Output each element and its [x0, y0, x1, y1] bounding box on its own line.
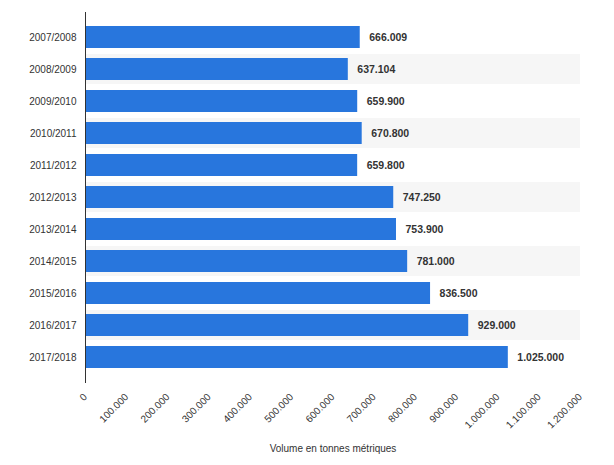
- svg-text:2017/2018: 2017/2018: [29, 352, 77, 363]
- svg-text:2012/2013: 2012/2013: [29, 192, 77, 203]
- svg-text:500.000: 500.000: [262, 391, 296, 425]
- svg-text:637.104: 637.104: [357, 63, 395, 75]
- svg-text:Volume en tonnes métriques: Volume en tonnes métriques: [270, 443, 397, 454]
- svg-text:900.000: 900.000: [427, 391, 461, 425]
- svg-text:700.000: 700.000: [345, 391, 379, 425]
- svg-text:800.000: 800.000: [386, 391, 420, 425]
- svg-text:2008/2009: 2008/2009: [29, 64, 77, 75]
- svg-text:836.500: 836.500: [440, 287, 478, 299]
- svg-text:0: 0: [77, 391, 89, 403]
- svg-text:2016/2017: 2016/2017: [29, 320, 77, 331]
- svg-text:1.200.000: 1.200.000: [545, 391, 585, 431]
- svg-text:2010/2011: 2010/2011: [30, 128, 77, 139]
- svg-text:1.100.000: 1.100.000: [504, 391, 544, 431]
- svg-text:2013/2014: 2013/2014: [29, 224, 77, 235]
- svg-text:666.009: 666.009: [369, 31, 407, 43]
- svg-text:100.000: 100.000: [97, 391, 131, 425]
- svg-text:300.000: 300.000: [180, 391, 214, 425]
- svg-text:2014/2015: 2014/2015: [29, 256, 77, 267]
- svg-text:200.000: 200.000: [138, 391, 172, 425]
- svg-text:2009/2010: 2009/2010: [29, 96, 77, 107]
- svg-text:747.250: 747.250: [403, 191, 441, 203]
- svg-text:659.800: 659.800: [367, 159, 405, 171]
- svg-text:400.000: 400.000: [221, 391, 255, 425]
- svg-text:2015/2016: 2015/2016: [29, 288, 77, 299]
- svg-text:1.025.000: 1.025.000: [517, 351, 564, 363]
- svg-text:670.800: 670.800: [371, 127, 409, 139]
- svg-text:753.900: 753.900: [405, 223, 443, 235]
- svg-text:2011/2012: 2011/2012: [30, 160, 77, 171]
- svg-text:929.000: 929.000: [478, 319, 516, 331]
- svg-text:1.000.000: 1.000.000: [462, 391, 502, 431]
- svg-text:659.900: 659.900: [367, 95, 405, 107]
- svg-text:600.000: 600.000: [303, 391, 337, 425]
- svg-text:781.000: 781.000: [417, 255, 455, 267]
- svg-text:2007/2008: 2007/2008: [29, 32, 77, 43]
